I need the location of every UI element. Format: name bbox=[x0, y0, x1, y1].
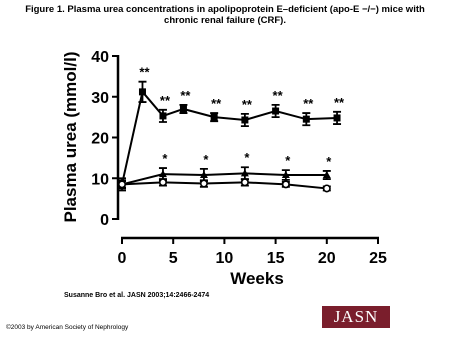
y-tick-label: 30 bbox=[91, 90, 109, 107]
data-point bbox=[322, 170, 331, 178]
y-tick-label: 20 bbox=[91, 131, 109, 148]
significance-label: * bbox=[244, 150, 250, 165]
data-point bbox=[179, 105, 187, 113]
y-tick-label: 40 bbox=[91, 49, 109, 66]
significance-label: ** bbox=[273, 88, 284, 103]
x-tick-label: 25 bbox=[369, 250, 387, 267]
data-point bbox=[118, 180, 127, 189]
series-line bbox=[121, 181, 327, 190]
y-axis-label: Plasma urea (mmol/l) bbox=[61, 51, 80, 222]
copyright: ©2003 by American Society of Nephrology bbox=[6, 324, 129, 331]
significance-label: ** bbox=[211, 96, 222, 111]
data-point bbox=[199, 170, 208, 178]
data-point bbox=[281, 180, 290, 189]
data-point bbox=[158, 170, 167, 178]
significance-label: * bbox=[162, 151, 168, 166]
y-tick-label: 0 bbox=[100, 212, 109, 229]
data-point bbox=[281, 170, 290, 178]
significance-label: * bbox=[326, 154, 332, 169]
y-tick-label: 10 bbox=[91, 171, 109, 188]
significance-label: * bbox=[285, 153, 291, 168]
data-point bbox=[159, 112, 167, 120]
significance-label: ** bbox=[334, 95, 345, 110]
data-point bbox=[322, 184, 331, 193]
x-tick-label: 5 bbox=[169, 250, 178, 267]
x-tick-label: 20 bbox=[318, 250, 336, 267]
data-point bbox=[333, 114, 341, 122]
x-tick-label: 0 bbox=[118, 250, 127, 267]
data-point bbox=[241, 116, 249, 124]
data-point bbox=[240, 169, 249, 177]
x-axis-label: Weeks bbox=[230, 269, 284, 288]
data-point bbox=[138, 88, 146, 96]
x-tick-label: 15 bbox=[267, 250, 285, 267]
significance-label: ** bbox=[160, 93, 171, 108]
significance-label: ** bbox=[180, 88, 191, 103]
significance-label: * bbox=[203, 152, 209, 167]
data-point bbox=[272, 107, 280, 115]
data-point bbox=[210, 113, 218, 121]
series-line bbox=[121, 172, 327, 186]
significance-label: ** bbox=[303, 96, 314, 111]
chart-title: Figure 1. Plasma urea concentrations in … bbox=[25, 4, 425, 26]
x-tick-label: 10 bbox=[216, 250, 234, 267]
journal-logo: JASN bbox=[322, 306, 390, 328]
citation: Susanne Bro et al. JASN 2003;14:2466-247… bbox=[64, 292, 210, 299]
data-point bbox=[199, 179, 208, 188]
data-point bbox=[302, 115, 310, 123]
significance-label: ** bbox=[139, 65, 150, 80]
significance-label: ** bbox=[242, 97, 253, 112]
data-point bbox=[158, 178, 167, 187]
data-point bbox=[240, 178, 249, 187]
